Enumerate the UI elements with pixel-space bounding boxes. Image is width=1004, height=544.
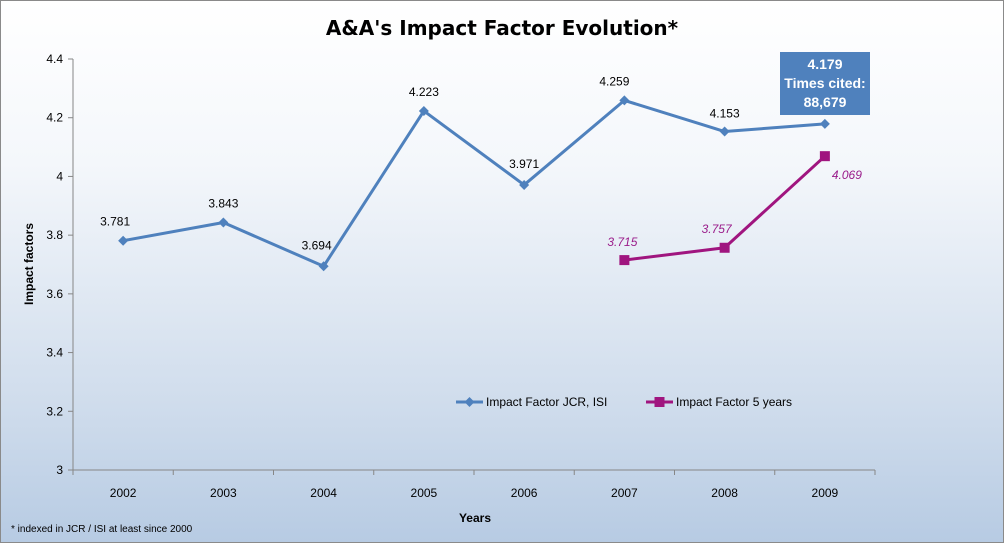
data-point [118,235,129,246]
x-tick-label: 2008 [711,486,738,500]
data-label: 3.757 [702,222,733,236]
x-axis-title: Years [459,511,491,525]
y-axis-title: Impact factors [22,223,36,305]
x-tick-label: 2009 [812,486,839,500]
y-tick-label: 4 [56,169,63,183]
callout-line: 4.179 [807,56,842,72]
x-tick-label: 2002 [110,486,137,500]
data-point [619,95,630,106]
data-label: 3.971 [509,157,539,171]
data-point [819,118,830,129]
chart-title: A&A's Impact Factor Evolution* [326,16,679,40]
series-line-1 [122,98,825,268]
x-tick-label: 2007 [611,486,638,500]
y-tick-label: 3.2 [46,404,63,418]
y-tick-label: 3.6 [46,287,63,301]
legend-label-1: Impact Factor JCR, ISI [486,395,607,409]
x-tick-label: 2004 [310,486,337,500]
data-point [519,179,530,190]
data-label: 4.153 [710,107,740,121]
callout-line: 88,679 [804,94,847,110]
x-tick-label: 2005 [411,486,438,500]
callout-box [780,52,870,115]
data-label: 4.223 [409,85,439,99]
legend-marker-1 [464,397,475,407]
x-tick-label: 2006 [511,486,538,500]
data-point [719,126,730,137]
data-point [318,261,329,272]
y-tick-label: 4.2 [46,111,63,125]
data-label: 3.694 [302,238,332,252]
y-tick-label: 3.8 [46,228,63,242]
y-tick-label: 4.4 [46,52,63,66]
y-tick-label: 3 [56,463,63,477]
x-tick-label: 2003 [210,486,237,500]
data-label: 3.843 [208,197,238,211]
data-point [719,242,730,253]
data-label: 3.715 [607,235,637,249]
data-point [218,217,229,228]
data-label: 3.781 [100,215,130,229]
data-point [418,105,429,116]
data-point [819,151,830,162]
footnote: * indexed in JCR / ISI at least since 20… [11,524,193,535]
data-point [619,255,630,266]
data-label: 4.259 [599,74,629,88]
legend-marker-2 [654,397,665,407]
y-tick-label: 3.4 [46,346,63,360]
data-label: 4.069 [832,168,862,182]
legend-label-2: Impact Factor 5 years [676,395,792,409]
callout-line: Times cited: [784,75,865,91]
